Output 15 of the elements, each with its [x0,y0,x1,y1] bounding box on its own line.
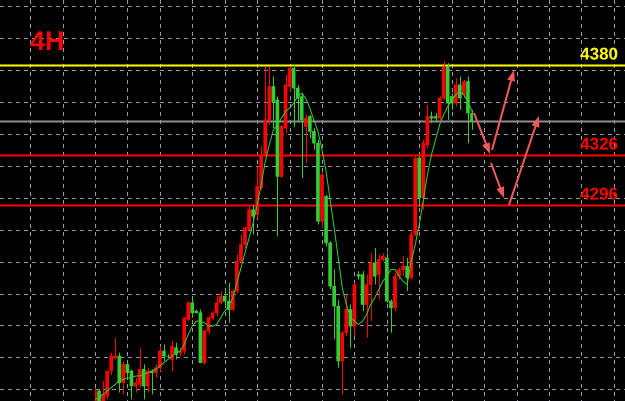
candlestick [401,256,405,277]
ref-line-label: 4296 [580,184,618,204]
ref-line-label: 4326 [580,134,618,154]
candlestick [190,297,194,318]
candlestick [376,254,381,300]
candlestick [170,340,174,372]
ref-line-label: 4380 [580,44,618,64]
candlestick [214,296,218,317]
candlestick [162,344,166,362]
candlestick [122,360,126,395]
candlestick [462,79,466,99]
text: 4H [30,26,65,56]
candlestick [430,110,434,124]
candlestick [146,367,150,394]
candlestick [372,247,377,286]
